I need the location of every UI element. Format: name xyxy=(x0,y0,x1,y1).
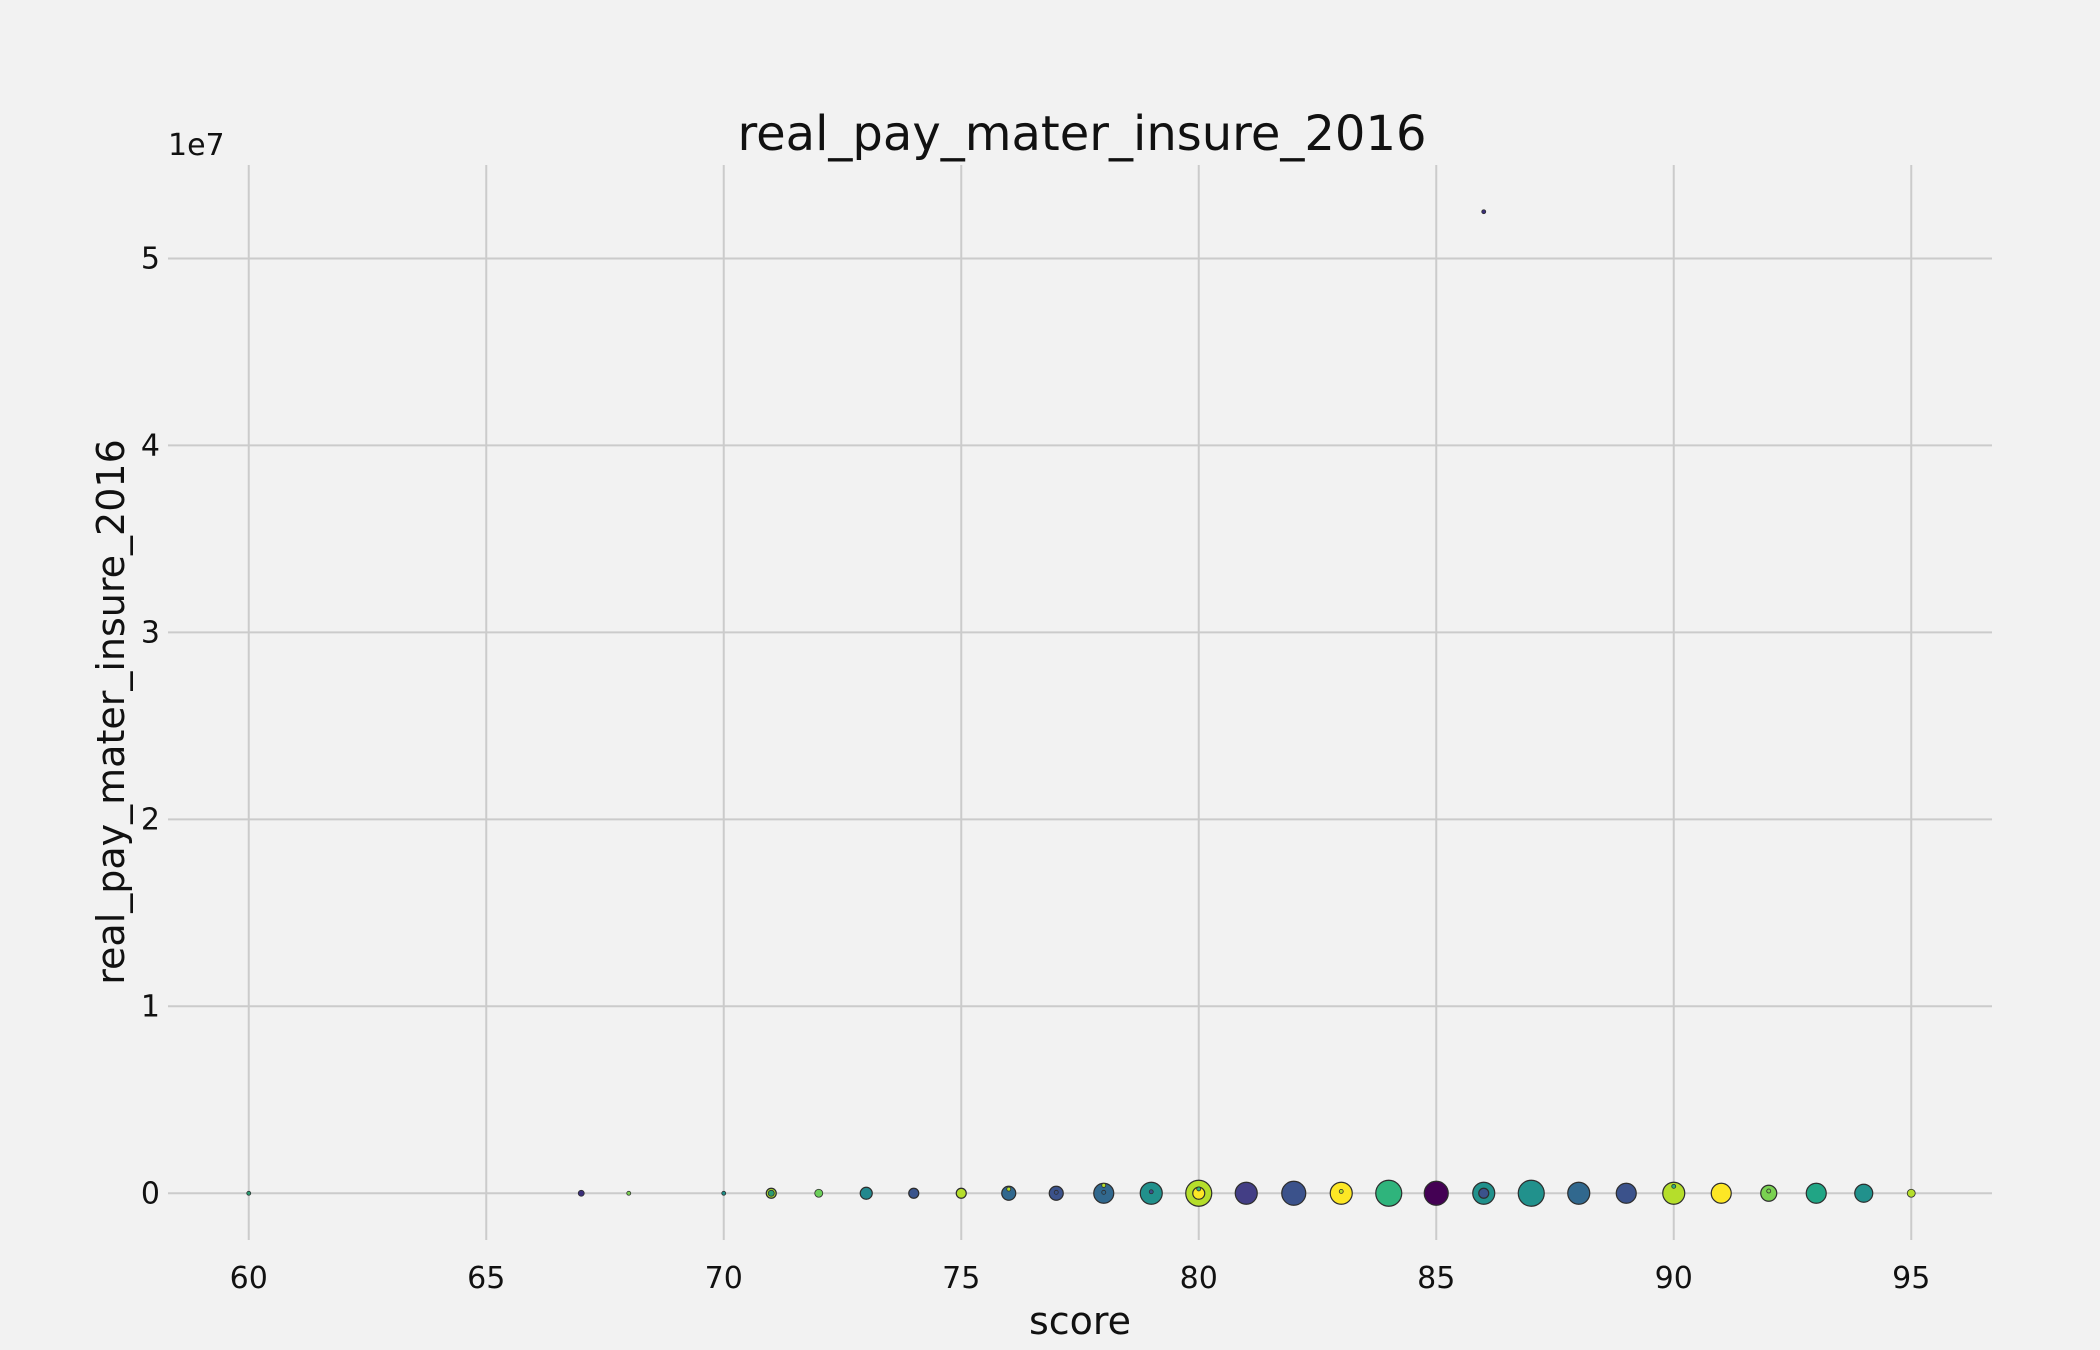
data-point-21 xyxy=(1196,1186,1202,1192)
data-point-10 xyxy=(1001,1185,1017,1201)
y-axis-title: real_pay_mater_insure_2016 xyxy=(89,439,133,985)
data-point-30 xyxy=(1481,209,1487,215)
y-tick-label: 4 xyxy=(141,428,160,463)
data-point-34 xyxy=(1662,1181,1686,1205)
data-point-25 xyxy=(1338,1188,1344,1194)
y-axis-offset-label: 1e7 xyxy=(168,128,225,163)
point-layer xyxy=(246,209,1916,1207)
data-point-0 xyxy=(246,1190,252,1196)
data-point-5 xyxy=(767,1189,775,1197)
x-tick-label: 95 xyxy=(1892,1261,1930,1296)
x-tick-label: 80 xyxy=(1180,1261,1218,1296)
data-point-33 xyxy=(1615,1182,1637,1204)
x-axis-title: score xyxy=(1029,1299,1131,1343)
data-point-39 xyxy=(1805,1182,1827,1204)
x-tick-label: 85 xyxy=(1417,1261,1455,1296)
data-point-41 xyxy=(1906,1188,1916,1198)
data-point-36 xyxy=(1710,1182,1732,1204)
data-point-29 xyxy=(1478,1187,1490,1199)
data-point-38 xyxy=(1766,1188,1772,1194)
chart-title: real_pay_mater_insure_2016 xyxy=(737,106,1426,162)
data-point-40 xyxy=(1854,1183,1874,1203)
x-tick-label: 90 xyxy=(1655,1261,1693,1296)
x-tick-label: 75 xyxy=(942,1261,980,1296)
data-point-13 xyxy=(1053,1189,1059,1195)
axis-layer: 60 65 70 75 80 85 90 95 0 1 2 3 4 5 xyxy=(141,241,1930,1296)
data-point-32 xyxy=(1567,1181,1591,1205)
data-point-1 xyxy=(577,1189,585,1197)
data-point-23 xyxy=(1281,1180,1307,1206)
y-tick-label: 0 xyxy=(141,1176,160,1211)
x-tick-label: 70 xyxy=(705,1261,743,1296)
y-tick-label: 3 xyxy=(141,615,160,650)
data-point-26 xyxy=(1375,1179,1403,1207)
data-point-3 xyxy=(721,1190,727,1196)
data-point-16 xyxy=(1101,1183,1107,1188)
y-tick-label: 1 xyxy=(141,989,160,1024)
x-tick-label: 60 xyxy=(230,1261,268,1296)
data-point-31 xyxy=(1517,1179,1545,1207)
y-tick-label: 2 xyxy=(141,802,160,837)
data-point-35 xyxy=(1671,1183,1677,1189)
data-point-27 xyxy=(1423,1180,1449,1206)
data-point-22 xyxy=(1234,1181,1258,1205)
data-point-2 xyxy=(626,1190,632,1196)
data-point-18 xyxy=(1148,1189,1154,1195)
data-point-9 xyxy=(955,1187,967,1199)
y-tick-label: 5 xyxy=(141,241,160,276)
data-point-8 xyxy=(908,1187,920,1199)
x-tick-label: 65 xyxy=(467,1261,505,1296)
data-point-11 xyxy=(1006,1186,1012,1192)
data-point-6 xyxy=(814,1188,824,1198)
data-point-15 xyxy=(1101,1189,1107,1195)
data-point-7 xyxy=(859,1186,873,1200)
grid-layer xyxy=(168,165,1992,1240)
